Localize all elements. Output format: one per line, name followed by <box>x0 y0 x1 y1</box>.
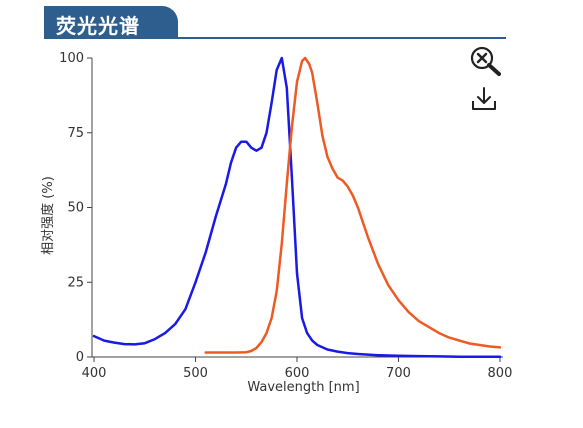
chart-series <box>92 56 502 358</box>
x-tick-label: 800 <box>488 366 513 381</box>
y-tick-label: 0 <box>76 350 84 365</box>
x-tick-label: 700 <box>386 366 411 381</box>
chart-axes: 0 25 50 75 100 400 500 600 700 800 <box>59 51 512 381</box>
x-axis-label: Wavelength [nm] <box>247 380 359 395</box>
download-button[interactable] <box>469 85 499 113</box>
zoom-reset-button[interactable] <box>469 45 503 77</box>
y-tick-label: 75 <box>67 126 84 141</box>
y-tick-label: 25 <box>67 275 84 290</box>
series-line-1 <box>92 56 502 358</box>
panel-title: 荧光光谱 <box>56 14 140 38</box>
y-axis-label: 相对强度 (%) <box>40 176 56 255</box>
panel-title-tab <box>44 6 178 38</box>
y-tick-label: 50 <box>67 201 84 216</box>
x-tick-label: 600 <box>285 366 310 381</box>
download-icon <box>472 87 496 110</box>
series-line-2 <box>204 56 502 354</box>
x-tick-label: 400 <box>82 366 107 381</box>
y-tick-label: 100 <box>59 51 84 66</box>
panel-title-rule <box>44 37 506 39</box>
zoom-reset-icon <box>470 46 501 76</box>
x-tick-label: 500 <box>183 366 208 381</box>
